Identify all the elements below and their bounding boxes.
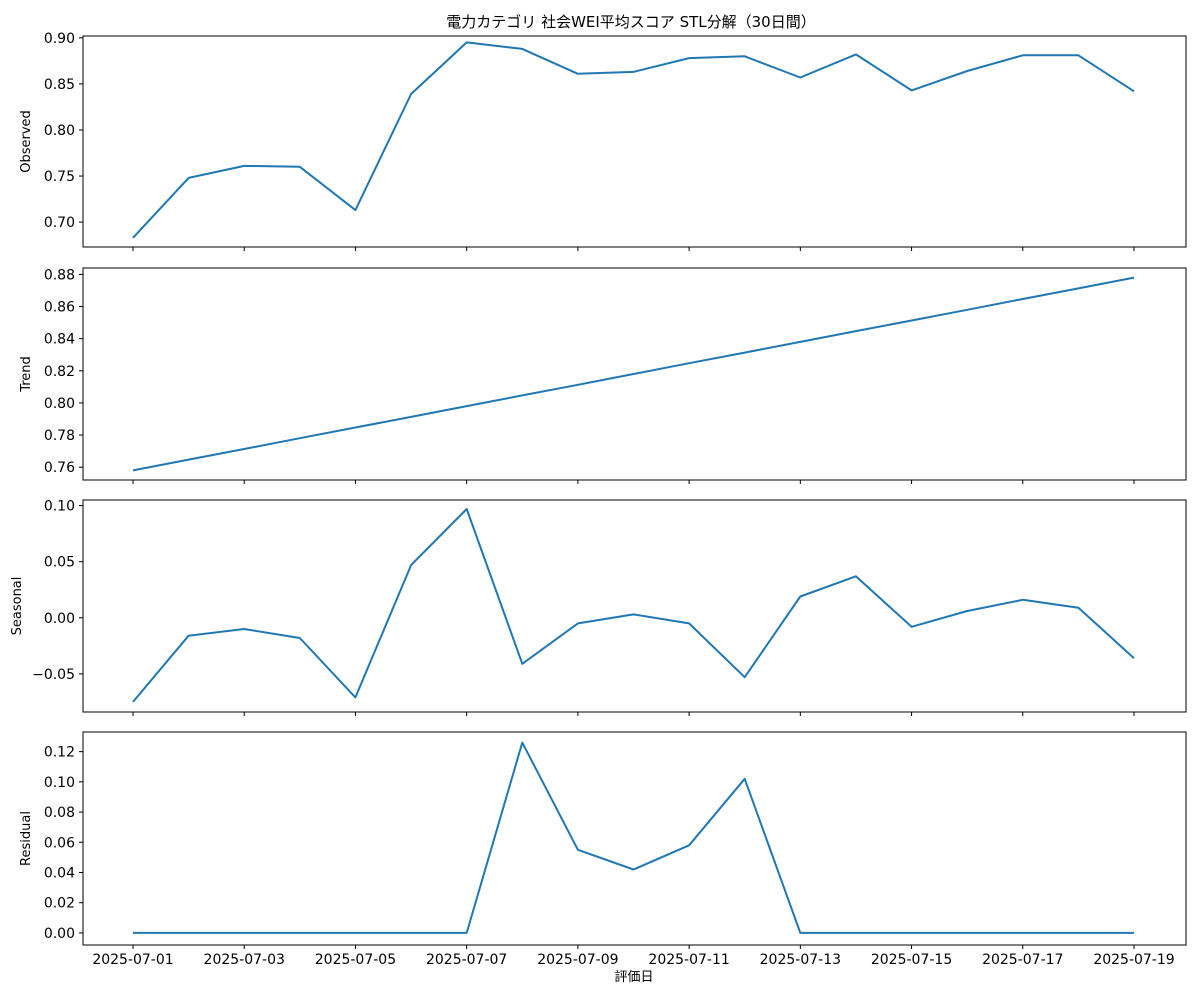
x-axis-label: 評価日 [614,970,653,985]
y-tick-label: 0.08 [44,805,75,821]
panel-trend: 0.76 0.78 0.80 0.82 0.84 0.86 0.88 Trend [19,267,1187,484]
x-tick-label: 2025-07-03 [204,952,285,968]
panel-frame [82,499,1187,713]
y-tick-label: 0.80 [44,123,75,139]
y-tick-label: 0.85 [44,77,75,93]
y-tick-label: 0.84 [44,332,75,348]
panel-frame [82,731,1187,946]
y-tick-label: −0.05 [32,667,75,683]
y-tick-label: 0.02 [44,896,75,912]
panel-frame [82,35,1187,248]
series-line-seasonal [132,508,1135,703]
y-tick-label: 0.00 [44,611,75,627]
y-tick-label: 0.10 [44,499,75,515]
y-tick-label: 0.78 [44,428,75,444]
y-tick-label: 0.80 [44,396,75,412]
x-tick-label: 2025-07-11 [648,952,729,968]
y-tick-label: 0.06 [44,835,75,851]
y-tick-label: 0.86 [44,300,75,316]
x-tick-label: 2025-07-17 [982,952,1063,968]
y-tick-label: 0.12 [44,745,75,761]
x-tick-label: 2025-07-05 [315,952,396,968]
y-axis-label: Residual [19,811,34,866]
x-tick-label: 2025-07-15 [871,952,952,968]
series-line-observed [132,41,1135,239]
y-axis-label: Seasonal [10,577,25,636]
y-tick-label: 0.00 [44,926,75,942]
panels-group: 0.70 0.75 0.80 0.85 0.90 Observed 0.76 0.78 0.80… [10,31,1187,968]
chart-title: 電力カテゴリ 社会WEI平均スコア STL分解（30日間） [446,13,815,31]
y-tick-label: 0.05 [44,555,75,571]
y-tick-label: 0.88 [44,267,75,283]
panel-frame [82,267,1187,481]
x-tick-label: 2025-07-01 [92,952,173,968]
y-tick-label: 0.04 [44,865,75,881]
y-tick-label: 0.76 [44,460,75,476]
panel-seasonal: −0.05 0.00 0.05 0.10 Seasonal [10,499,1187,716]
x-tick-label: 2025-07-09 [537,952,618,968]
series-line-trend [132,276,1135,472]
y-tick-label: 0.70 [44,215,75,231]
panel-residual: 0.00 0.02 0.04 0.06 0.08 0.10 0.12 2025-07-01 20… [19,731,1187,968]
x-tick-label: 2025-07-07 [426,952,507,968]
y-axis-label: Observed [19,110,34,173]
panel-observed: 0.70 0.75 0.80 0.85 0.90 Observed [19,31,1187,251]
y-tick-label: 0.82 [44,364,75,380]
y-tick-label: 0.90 [44,31,75,47]
x-tick-label: 2025-07-19 [1093,952,1174,968]
y-tick-label: 0.75 [44,169,75,185]
y-tick-label: 0.10 [44,775,75,791]
x-tick-label: 2025-07-13 [760,952,841,968]
series-line-residual [133,741,1134,934]
y-axis-label: Trend [19,356,34,393]
